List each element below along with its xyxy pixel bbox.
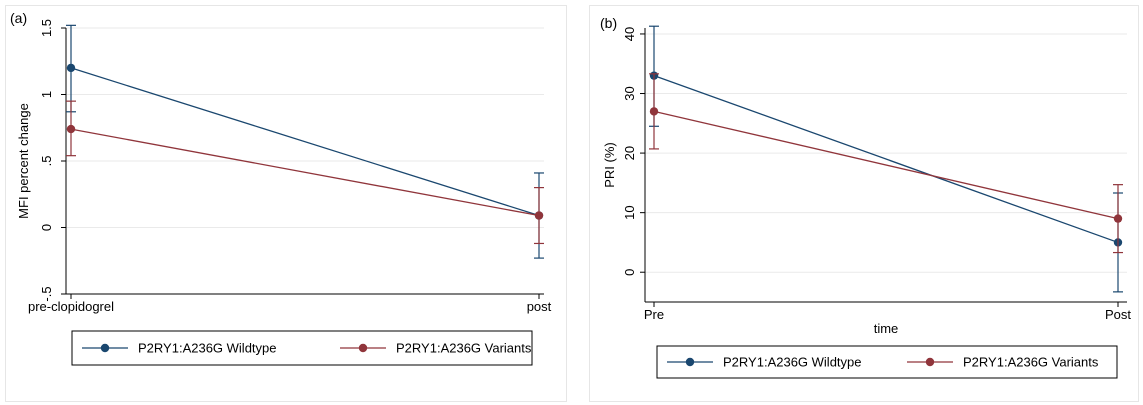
y-tick-label: 30 <box>622 86 637 100</box>
y-tick-label: 0 <box>622 269 637 276</box>
data-point <box>1113 214 1123 223</box>
x-tick-label: Post <box>1105 307 1131 322</box>
legend-entry: P2RY1:A236G Variants <box>963 355 1099 370</box>
x-tick-label: pre-clopidogrel <box>28 299 114 314</box>
x-tick-label: post <box>527 299 552 314</box>
y-tick-label: .5 <box>39 156 54 167</box>
panel-label: (b) <box>600 15 617 31</box>
data-point <box>66 124 76 134</box>
panel-label: (a) <box>10 10 27 26</box>
series-group <box>66 100 544 245</box>
series-line <box>70 128 540 217</box>
y-tick-label: 20 <box>622 146 637 160</box>
chart-panel-b: (b) 0 10 20 30 40 Pre Post PRI (%) time P2RY1:A236… <box>589 5 1139 402</box>
y-tick-label: 0 <box>39 224 54 231</box>
y-axis-title: MFI percent change <box>16 103 31 219</box>
legend-box <box>71 330 533 366</box>
y-axis-title: PRI (%) <box>602 142 617 188</box>
series-line <box>653 75 1119 244</box>
y-tick-label: 1.5 <box>39 19 54 37</box>
chart-panel-a: (a) -.5 0 .5 1 1.5 pre-clopidogrel post MFI perc… <box>5 5 567 402</box>
legend-entry: P2RY1:A236G Variants <box>396 341 532 356</box>
y-tick-label: -.5 <box>39 286 54 301</box>
series-group <box>649 73 1123 254</box>
chart-a-svg: (a) -.5 0 .5 1 1.5 pre-clopidogrel post MFI perc… <box>10 10 552 366</box>
y-tick-label: 1 <box>39 91 54 98</box>
data-point <box>66 63 76 73</box>
legend-box <box>656 345 1118 379</box>
series-line <box>70 67 540 217</box>
y-tick-label: 40 <box>622 27 637 41</box>
data-point <box>534 211 544 220</box>
legend-swatch-marker <box>100 343 110 353</box>
y-tick-label: 10 <box>622 205 637 219</box>
legend-swatch-marker <box>925 357 935 367</box>
legend-swatch-marker <box>685 357 695 367</box>
x-tick-label: Pre <box>644 307 664 322</box>
series-line <box>653 110 1119 220</box>
data-point <box>649 107 659 116</box>
legend-entry: P2RY1:A236G Wildtype <box>723 355 862 370</box>
chart-b-svg: (b) 0 10 20 30 40 Pre Post PRI (%) time P2RY1:A236… <box>600 15 1131 379</box>
legend-entry: P2RY1:A236G Wildtype <box>138 341 277 356</box>
legend-swatch-marker <box>358 343 368 353</box>
x-axis-title: time <box>874 321 899 336</box>
